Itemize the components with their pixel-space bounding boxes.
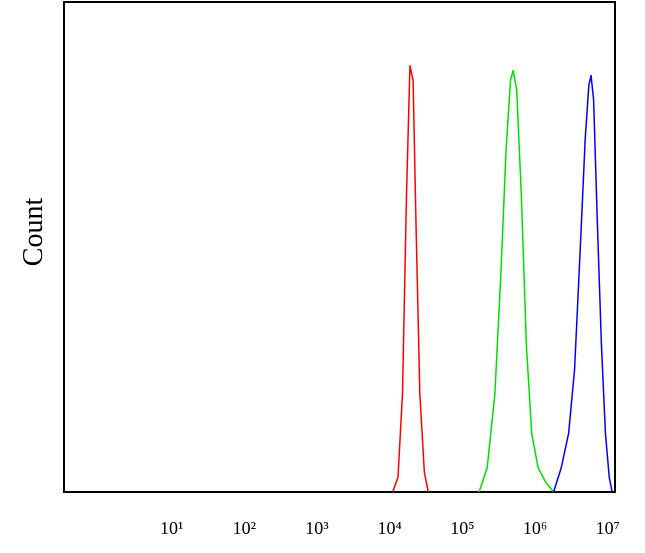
x-tick-label: 10¹ — [160, 518, 183, 538]
x-tick-label: 10² — [233, 518, 256, 538]
x-tick-label: 10⁷ — [596, 518, 620, 538]
x-tick-label: 10³ — [305, 518, 329, 538]
x-tick-label: 10⁵ — [450, 518, 474, 538]
histogram-line — [478, 69, 555, 493]
y-axis-label: Count — [18, 198, 49, 267]
x-tick-label: 10⁶ — [523, 518, 547, 538]
x-tick-label: 10⁴ — [378, 518, 402, 538]
histogram-line — [391, 64, 430, 493]
histogram-line — [552, 74, 613, 493]
plot-frame — [63, 1, 616, 493]
